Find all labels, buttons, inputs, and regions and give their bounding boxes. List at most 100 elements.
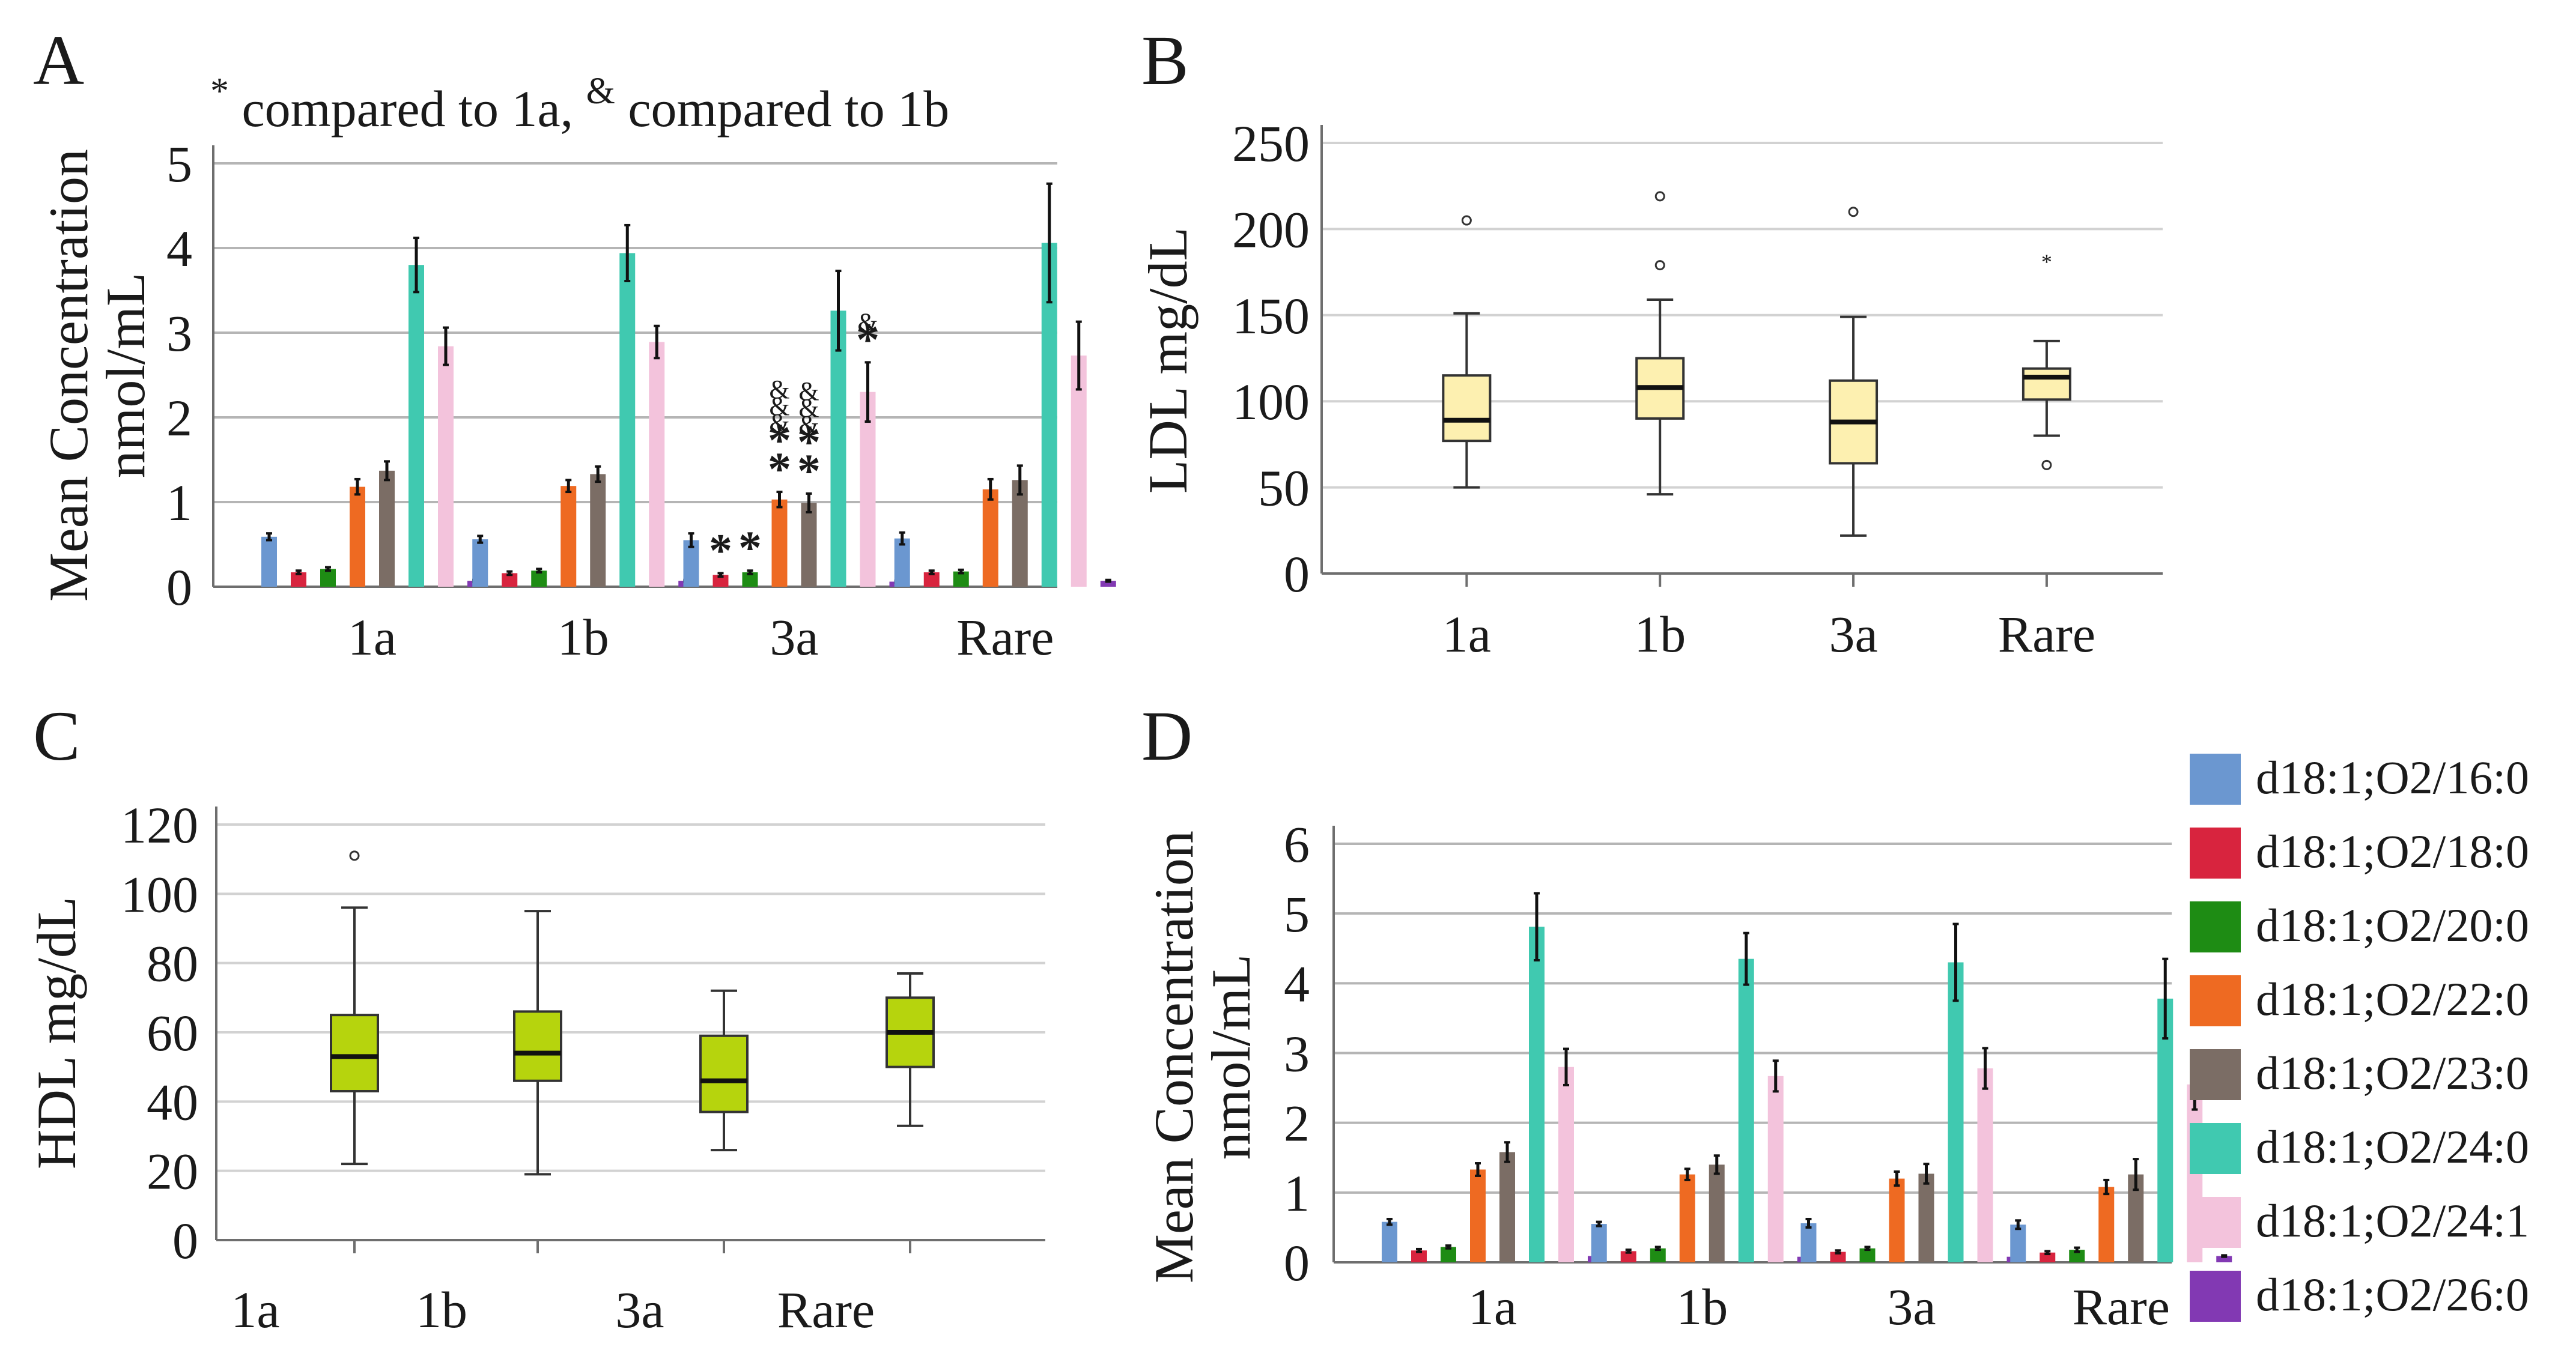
panel-a-significance-amp: & — [769, 375, 789, 404]
panel-d-ytick-label: 2 — [1284, 1095, 1310, 1152]
legend-swatch — [2190, 828, 2241, 879]
panel-d-bar — [1499, 1152, 1515, 1262]
panel-a-bar — [472, 539, 488, 587]
panel-b-category-label: 1a — [1442, 605, 1491, 663]
panel-d-bar — [1558, 1067, 1574, 1262]
panel-c-ytick-label: 80 — [147, 935, 198, 993]
panel-a-ytick-label: 1 — [166, 474, 192, 531]
panel-a-significance-star: * — [797, 444, 821, 497]
panel-d-ylabel-line1: Mean Concentration — [1143, 831, 1204, 1283]
note-star: * — [210, 71, 229, 112]
panel-letter-d: D — [1141, 697, 1192, 775]
panel-a-bar — [379, 470, 395, 587]
panel-c-ytick-label: 40 — [147, 1073, 198, 1131]
panel-b-category-label: 3a — [1829, 605, 1877, 663]
panel-b-outlier — [1461, 215, 1472, 226]
panel-a: A * compared to 1a, & compared to 1b 0 1 2… — [33, 21, 1116, 666]
panel-a-ytick-label: 2 — [166, 389, 192, 447]
panel-letter-a: A — [33, 21, 84, 100]
panel-d-bar — [1918, 1173, 1934, 1262]
panel-c-box — [330, 1014, 379, 1093]
panel-b-ytick-label: 200 — [1232, 201, 1310, 258]
panel-a-significance-amp: & — [857, 307, 878, 337]
panel-d-bar — [2040, 1252, 2056, 1262]
panel-letter-b: B — [1141, 21, 1189, 100]
panel-d-bar — [2098, 1187, 2115, 1262]
legend-swatch — [2190, 1271, 2241, 1322]
panel-d-bar — [1411, 1250, 1427, 1262]
panel-d-ytick-label: 1 — [1284, 1164, 1310, 1222]
panel-d-bar — [2069, 1250, 2085, 1262]
panel-a-bar — [261, 536, 277, 587]
panel-d-bar — [1977, 1068, 1993, 1262]
panel-a-bar — [291, 572, 306, 587]
panel-a-significance-amp: & — [798, 377, 819, 406]
panel-a-bar — [923, 572, 940, 587]
panel-d-category-label: Rare — [2073, 1278, 2170, 1336]
panel-b-outlier — [1848, 207, 1859, 217]
panel-a-ytick-label: 0 — [166, 558, 192, 616]
panel-b-ytick-label: 250 — [1232, 115, 1310, 172]
panel-a-bar — [1012, 480, 1028, 587]
panel-d-bar — [1650, 1248, 1666, 1262]
legend-swatch — [2190, 754, 2241, 805]
legend-label: d18:1;O2/18:0 — [2256, 825, 2529, 877]
panel-d-bar — [1859, 1248, 1876, 1262]
panel-d-bar — [1767, 1076, 1784, 1262]
panel-c-ytick-label: 20 — [147, 1143, 198, 1200]
panel-d-bar — [1529, 927, 1545, 1262]
panel-c: C 0 20 40 60 80 100 120 HDL mg/dL 1a 1b 3a Rare — [26, 697, 1045, 1339]
legend-label: d18:1;O2/16:0 — [2256, 751, 2529, 804]
panel-a-bar — [1100, 581, 1116, 587]
panel-d-bar — [1591, 1224, 1607, 1262]
panel-c-ytick-label: 60 — [147, 1004, 198, 1062]
panel-b-category-label: 1b — [1634, 605, 1686, 663]
panel-a-bar — [320, 569, 336, 587]
panel-c-ylabel: HDL mg/dL — [26, 897, 87, 1169]
panel-c-category-label: Rare — [777, 1281, 875, 1339]
panel-c-plot: 0 20 40 60 80 100 120 HDL mg/dL 1a 1b 3a Rare — [26, 796, 1045, 1339]
panel-a-bar — [649, 342, 665, 587]
panel-a-category-label: 1b — [557, 608, 609, 666]
panel-b-ytick-label: 50 — [1258, 459, 1310, 517]
panel-b: B 0 50 100 150 200 250 LDL mg/dL * 1a 1b 3a Rare — [1137, 21, 2163, 663]
panel-d-ytick-label: 4 — [1284, 955, 1310, 1012]
panel-c-ytick-label: 120 — [121, 796, 198, 854]
panel-d-bar — [1889, 1178, 1905, 1262]
panel-d-category-label: 1b — [1676, 1278, 1728, 1336]
panel-a-ytick-label: 5 — [166, 135, 192, 193]
legend-swatch — [2190, 1049, 2241, 1100]
panel-d-bar — [1830, 1252, 1846, 1262]
panel-a-bar — [350, 486, 365, 587]
panel-a-ytick-label: 4 — [166, 220, 192, 277]
panel-a-ytick-label: 3 — [166, 304, 192, 362]
panel-b-box — [1442, 374, 1492, 443]
panel-b-outlier-star: * — [2041, 250, 2052, 274]
panel-a-significance-star: * — [797, 416, 821, 468]
panel-a-bar — [801, 503, 817, 587]
panel-b-ytick-label: 150 — [1232, 287, 1310, 345]
note-text-1: compared to 1a, — [229, 80, 586, 138]
panel-a-ylabel-line2: nmol/mL — [95, 273, 156, 478]
note-amp: & — [586, 71, 615, 112]
panel-c-box — [699, 1034, 749, 1113]
panel-c-outlier — [349, 850, 360, 861]
panel-d-ytick-label: 3 — [1284, 1025, 1310, 1083]
panel-a-significance-star: * — [709, 524, 732, 576]
panel-d-bar — [1709, 1164, 1725, 1262]
panel-d-bar — [2157, 998, 2174, 1262]
panel-a-significance-star: * — [768, 443, 791, 495]
panel-d-category-label: 1a — [1468, 1278, 1517, 1336]
panel-d-ytick-label: 6 — [1284, 816, 1310, 873]
panel-d-bar — [2216, 1256, 2232, 1262]
panel-d-ylabel-line2: nmol/mL — [1200, 954, 1262, 1160]
legend-label: d18:1;O2/24:1 — [2256, 1194, 2529, 1247]
panel-b-outlier — [1654, 260, 1665, 271]
panel-letter-c: C — [33, 697, 80, 775]
panel-a-category-label: 1a — [348, 608, 396, 666]
panel-a-ylabel-line1: Mean Concentration — [38, 149, 99, 602]
legend-label: d18:1;O2/23:0 — [2256, 1047, 2529, 1099]
